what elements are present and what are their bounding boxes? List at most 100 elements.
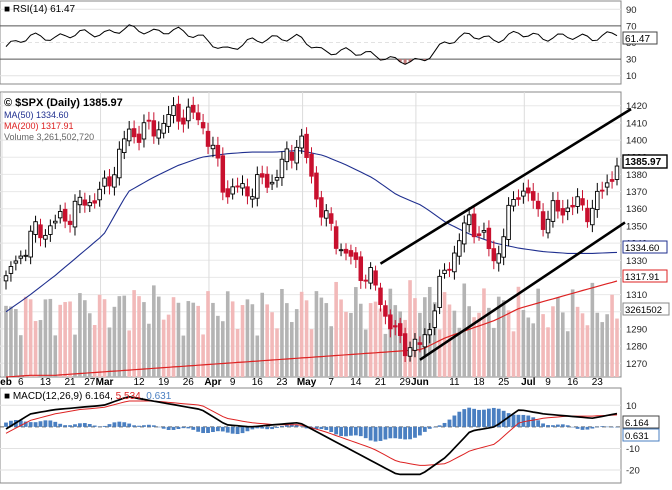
candle-body <box>299 135 304 149</box>
macd-hist-bar <box>87 424 92 427</box>
macd-hist-bar <box>215 426 220 432</box>
candle-body <box>368 267 373 284</box>
candle-body <box>590 207 595 226</box>
candle-body <box>97 188 102 201</box>
date-tick-label: 18 <box>473 377 485 388</box>
volume-bar <box>38 320 43 377</box>
macd-hist-bar <box>580 426 585 430</box>
volume-bar <box>97 294 102 377</box>
date-tick-label: 16 <box>567 377 579 388</box>
date-tick-label: 29 <box>400 377 412 388</box>
macd-legend: ■ MACD(12,26,9) 6.164, 5.534, 0.631 <box>4 391 172 402</box>
volume-bar <box>9 306 13 377</box>
volume-bar <box>452 310 457 377</box>
macd-hist-bar <box>304 426 309 429</box>
volume-bar <box>147 323 151 377</box>
volume-bar <box>319 297 324 377</box>
candle-body <box>255 174 260 199</box>
candle-body <box>550 200 556 222</box>
macd-hist-bar <box>447 419 452 427</box>
ma200-line <box>5 280 618 378</box>
macd-hist-bar <box>560 424 565 427</box>
candle-body <box>328 213 334 224</box>
price-tick-label: 1380 <box>626 170 647 181</box>
macd-hist-bar <box>477 409 481 427</box>
price-tick-label: 1290 <box>626 324 647 335</box>
macd-hist-bar <box>452 415 457 427</box>
candle-body <box>555 199 561 212</box>
volume-bar <box>4 305 8 377</box>
macd-hist-bar <box>284 424 289 427</box>
candle-body <box>560 208 566 216</box>
candle-body <box>67 220 73 225</box>
macd-hist-bar <box>501 410 506 427</box>
rsi-tick-label: 70 <box>626 21 637 32</box>
macd-hist-bar <box>122 422 127 427</box>
hist-current-value: 0.631 <box>625 431 649 442</box>
candle-body <box>585 207 590 223</box>
candle-body <box>264 173 270 188</box>
candle-body <box>540 211 546 230</box>
candle-body <box>614 165 620 180</box>
macd-hist-bar <box>314 426 319 429</box>
macd-hist-bar <box>319 426 324 430</box>
macd-hist-bar <box>92 425 97 427</box>
macd-hist-bar <box>97 426 102 427</box>
date-tick-label: Mar <box>96 377 114 388</box>
volume-bar <box>551 306 555 377</box>
candle-body <box>373 270 378 286</box>
macd-hist-bar <box>324 426 329 431</box>
ma200-tag <box>622 269 668 283</box>
macd-hist-bar <box>615 426 619 428</box>
macd-hist-bar <box>73 424 77 427</box>
price-candles <box>3 95 620 363</box>
macd-hist-bar <box>467 407 472 427</box>
candle-body <box>136 133 142 143</box>
volume-bar <box>211 302 215 377</box>
date-tick-label: 11 <box>449 377 460 388</box>
volume-bar <box>78 293 82 377</box>
macd-hist-bar <box>299 426 304 427</box>
macd-hist-bar <box>58 423 63 427</box>
volume-bar <box>73 334 77 377</box>
channel-trendlines <box>379 108 632 361</box>
candle-body <box>314 172 319 200</box>
date-tick-label: 9 <box>230 377 236 388</box>
price-panel: 1420141014001390138013701360135013401330… <box>0 91 670 378</box>
candle-body <box>33 221 38 235</box>
volume-bar <box>477 312 481 377</box>
macd-hist-bar <box>220 426 225 432</box>
date-tick-label: 13 <box>40 377 52 388</box>
volume-bar <box>265 304 269 377</box>
volume-bar <box>432 302 437 377</box>
macd-hist-bar <box>496 408 501 427</box>
volume-bar <box>408 280 412 377</box>
volume-bar <box>289 322 294 377</box>
volume-bar <box>112 306 117 377</box>
volume-bar <box>570 289 575 377</box>
candle-body <box>205 130 211 147</box>
volume-bar <box>556 297 560 377</box>
candle-body <box>417 342 423 345</box>
ma50-legend: MA(50) 1334.60 <box>4 110 69 120</box>
candle-body <box>92 200 97 204</box>
volume-bar <box>230 301 235 377</box>
candle-body <box>580 198 585 206</box>
candle-body <box>304 133 309 158</box>
macd-hist-bar <box>78 423 82 427</box>
candle-body <box>53 220 58 224</box>
volume-bar <box>309 329 314 377</box>
volume-bar <box>610 294 614 377</box>
date-tick-label: 25 <box>498 377 510 388</box>
volume-bar <box>615 318 619 377</box>
candle-body <box>141 122 147 140</box>
candle-body <box>353 252 359 260</box>
macd-hist-bar <box>235 426 240 435</box>
rsi-tick-label: 90 <box>626 5 637 16</box>
rsi-grid <box>0 8 621 77</box>
candle-body <box>343 248 349 254</box>
macd-hist-bar <box>393 426 398 439</box>
candle-body <box>511 199 516 207</box>
volume-bar <box>600 322 605 377</box>
